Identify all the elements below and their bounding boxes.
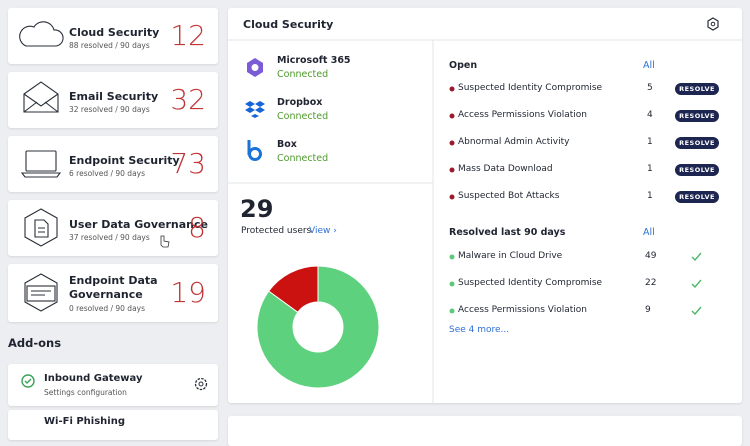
section-link[interactable]: All	[643, 227, 655, 238]
addons-title: Add-ons	[8, 336, 62, 350]
section-title: Resolved last 90 days	[449, 227, 566, 238]
check-icon	[691, 279, 702, 289]
cursor	[160, 235, 170, 248]
section-title: Open	[449, 60, 478, 71]
integration-status: Connected	[277, 111, 329, 122]
card-title: Endpoint Data Governance	[69, 274, 158, 301]
box-icon-o	[248, 147, 262, 161]
card-count: 12	[170, 19, 206, 52]
check-icon	[691, 252, 702, 262]
panel-settings-hub	[710, 21, 716, 27]
status-dot	[449, 254, 455, 260]
card-subtitle: 37 resolved / 90 days	[69, 233, 150, 242]
settings-icon	[194, 377, 208, 391]
addon-check	[24, 378, 32, 384]
alert-count: 22	[645, 278, 657, 288]
resolve-button[interactable]: RESOLVE	[675, 83, 719, 95]
main-panel	[228, 8, 742, 403]
integration-status: Connected	[277, 153, 329, 164]
status-dot	[449, 86, 455, 92]
alert-count: 4	[647, 110, 653, 120]
category-card[interactable]	[8, 264, 218, 322]
screen-lines	[31, 290, 51, 296]
panel-settings	[707, 17, 719, 31]
panel-title: Cloud Security	[243, 18, 334, 31]
card-subtitle: 32 resolved / 90 days	[69, 105, 150, 114]
integration-status: Connected	[277, 69, 329, 80]
status-dot	[449, 113, 455, 119]
mail-icon	[23, 81, 59, 113]
alert-count: 9	[645, 305, 651, 315]
status-dot	[449, 281, 455, 287]
alert-name: Access Permissions Violation	[458, 110, 587, 120]
resolve-button[interactable]: RESOLVE	[675, 137, 719, 149]
donut-segment	[256, 265, 380, 389]
card-count: 73	[170, 147, 206, 180]
alert-name: Suspected Bot Attacks	[458, 191, 560, 201]
status-dot	[449, 167, 455, 173]
see-more-link[interactable]: See 4 more...	[449, 325, 510, 335]
addon-status-icon	[21, 374, 35, 388]
category-card[interactable]	[8, 72, 218, 128]
alert-count: 5	[647, 83, 653, 93]
resolve-button[interactable]: RESOLVE	[675, 110, 719, 122]
card-title: Cloud Security	[69, 26, 160, 39]
alert-count: 1	[647, 191, 653, 201]
card-title: User Data Governance	[69, 218, 208, 231]
addon-title: Wi-Fi Phishing	[44, 416, 126, 427]
card-count: 19	[170, 276, 206, 309]
alert-name: Malware in Cloud Drive	[458, 251, 563, 261]
card-subtitle: 6 resolved / 90 days	[69, 169, 146, 178]
status-dot	[449, 140, 455, 146]
page: {"sidebar":{"cards":[ {"title":"Cloud Se…	[8, 8, 742, 446]
integration-name: Dropbox	[277, 97, 323, 108]
check-icon	[691, 306, 702, 316]
dropbox-icon	[245, 101, 265, 118]
laptop-base	[20, 172, 62, 178]
settings-icon-hub	[198, 381, 204, 387]
doc-icon	[34, 219, 49, 238]
resolve-button[interactable]: RESOLVE	[675, 191, 719, 203]
governance-icon	[24, 208, 58, 247]
card-subtitle: 0 resolved / 90 days	[69, 304, 146, 313]
protected-link[interactable]: View ›	[309, 226, 337, 236]
card-count: 32	[170, 83, 206, 116]
card-subtitle: 88 resolved / 90 days	[69, 41, 150, 50]
alert-count: 1	[647, 137, 653, 147]
addon-card[interactable]	[8, 364, 218, 406]
protected-count: 29	[240, 195, 274, 223]
cloud-icon	[19, 21, 64, 47]
category-card[interactable]	[8, 8, 218, 64]
category-card[interactable]	[8, 136, 218, 192]
endpoint-gov-icon	[24, 273, 58, 312]
alert-count: 49	[645, 251, 657, 261]
m365-icon-inner	[251, 64, 259, 71]
status-dot	[449, 308, 455, 314]
protected-label: Protected users	[241, 226, 312, 236]
alert-name: Suspected Identity Compromise	[458, 278, 603, 288]
addon-subtitle: Settings configuration	[44, 388, 127, 397]
alert-name: Mass Data Download	[458, 164, 553, 174]
section-link[interactable]: All	[643, 60, 655, 71]
resolve-button[interactable]: RESOLVE	[675, 164, 719, 176]
alert-name: Access Permissions Violation	[458, 305, 587, 315]
alert-name: Abnormal Admin Activity	[458, 137, 570, 147]
graphics	[19, 17, 742, 403]
alert-name: Suspected Identity Compromise	[458, 83, 603, 93]
addon-title: Inbound Gateway	[44, 373, 143, 384]
card-title: Endpoint Security	[69, 154, 180, 167]
integration-name: Microsoft 365	[277, 55, 351, 66]
card-title: Email Security	[69, 90, 159, 103]
laptop-icon	[25, 150, 57, 172]
card-count: 8	[188, 211, 206, 244]
status-dot	[449, 194, 455, 200]
alert-count: 1	[647, 164, 653, 174]
app: Cloud Security 88 resolved / 90 days 12 Ema…	[8, 8, 742, 446]
screen-icon	[26, 285, 56, 302]
integration-name: Box	[277, 139, 297, 150]
